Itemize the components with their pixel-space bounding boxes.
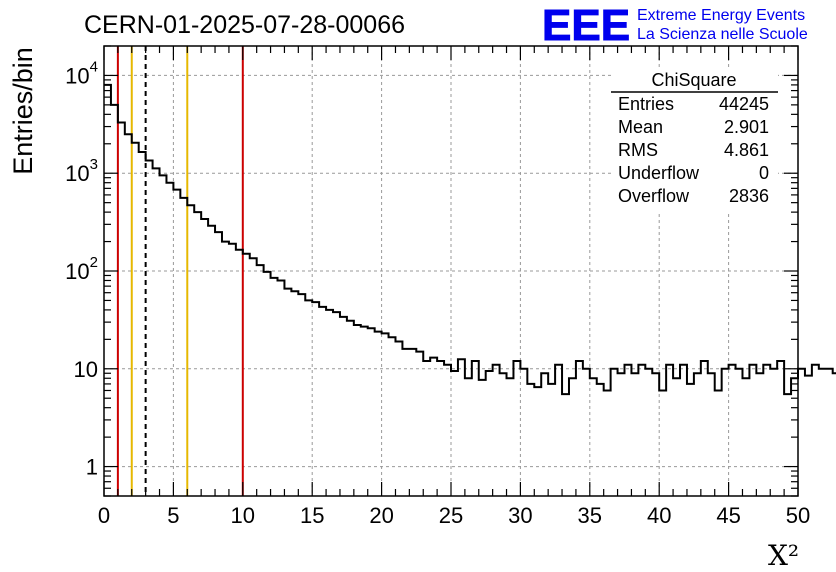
x-axis-label: X² xyxy=(768,539,799,572)
y-tick-labels: 1 10 102 103 104 xyxy=(65,58,98,479)
stats-value: 0 xyxy=(759,163,769,183)
logo-text: EEE xyxy=(542,1,630,50)
y-tick-label: 104 xyxy=(65,58,98,88)
stats-value: 4.861 xyxy=(724,140,769,160)
x-tick-label: 50 xyxy=(786,503,810,528)
stats-box: ChiSquare Entries 44245 Mean 2.901 RMS 4.861 U… xyxy=(611,69,778,212)
stats-value: 44245 xyxy=(719,94,769,114)
logo-line2: La Scienza nelle Scuole xyxy=(637,26,808,43)
stats-label: RMS xyxy=(618,140,658,160)
x-tick-label: 35 xyxy=(578,503,602,528)
eee-logo: EEE Extreme Energy Events La Scienza nel… xyxy=(542,1,808,51)
x-tick-label: 45 xyxy=(716,503,740,528)
x-tick-label: 15 xyxy=(300,503,324,528)
stats-value: 2836 xyxy=(729,186,769,206)
logo-line1: Extreme Energy Events xyxy=(637,7,805,24)
stats-value: 2.901 xyxy=(724,117,769,137)
stats-label: Underflow xyxy=(618,163,700,183)
x-tick-label: 30 xyxy=(508,503,532,528)
chart-title: CERN-01-2025-07-28-00066 xyxy=(84,11,405,39)
x-tick-label: 20 xyxy=(369,503,393,528)
x-tick-label: 0 xyxy=(98,503,110,528)
stats-label: Entries xyxy=(618,94,674,114)
x-tick-labels: 0 5 10 15 20 25 30 35 40 45 50 xyxy=(98,503,810,528)
stats-label: Overflow xyxy=(618,186,690,206)
y-tick-label: 1 xyxy=(86,455,98,480)
x-tick-label: 5 xyxy=(167,503,179,528)
x-tick-label: 10 xyxy=(231,503,255,528)
stats-label: Mean xyxy=(618,117,663,137)
y-tick-label: 102 xyxy=(65,254,98,284)
y-axis-label: Entries/bin xyxy=(8,47,38,175)
y-tick-label: 103 xyxy=(65,156,98,186)
histogram-line xyxy=(104,83,836,396)
x-tick-label: 25 xyxy=(439,503,463,528)
x-tick-label: 40 xyxy=(647,503,671,528)
stats-title: ChiSquare xyxy=(651,70,736,90)
axis-ticks xyxy=(103,45,799,497)
y-tick-label: 10 xyxy=(74,357,98,382)
